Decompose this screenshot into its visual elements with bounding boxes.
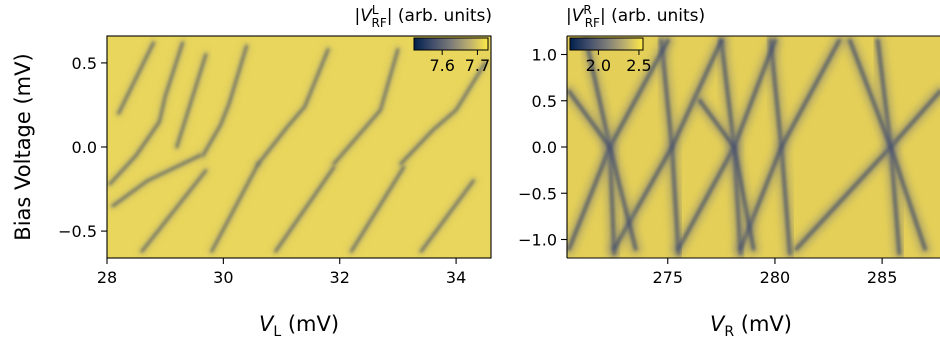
x-tick-label: 34 bbox=[446, 268, 466, 287]
left-heatmap-traces bbox=[107, 38, 490, 256]
left-colorbar bbox=[413, 37, 489, 51]
right-heatmap-traces bbox=[567, 36, 940, 258]
heatmap-trace-line bbox=[567, 89, 638, 251]
y-tick-label: −0.5 bbox=[518, 184, 557, 203]
y-tick-label: 0.5 bbox=[532, 92, 557, 111]
y-tick-label: 0.5 bbox=[72, 54, 97, 73]
heatmap-trace-line bbox=[210, 162, 260, 253]
heatmap-trace-line bbox=[201, 44, 248, 157]
heatmap-trace-line bbox=[697, 98, 756, 251]
right-colorbar bbox=[569, 37, 644, 51]
left-x-axis-label: VL (mV) bbox=[259, 312, 339, 340]
heatmap-trace-line bbox=[175, 53, 208, 149]
x-tick-label: 28 bbox=[97, 268, 117, 287]
left-y-axis-label: Bias Voltage (mV) bbox=[11, 53, 35, 240]
y-tick-label: 0.0 bbox=[532, 138, 557, 157]
colorbar-tick-label: 2.0 bbox=[586, 56, 611, 75]
right-colorbar-label: |VR RF| (arb. units) bbox=[566, 3, 705, 30]
heatmap-trace-line bbox=[848, 38, 927, 251]
heatmap-trace-line bbox=[350, 165, 405, 253]
y-tick-label: −1.0 bbox=[518, 231, 557, 250]
y-tick-label: 0.0 bbox=[72, 138, 97, 157]
left-colorbar-label: |VL RF| (arb. units) bbox=[354, 3, 492, 30]
heatmap-trace-line bbox=[738, 38, 842, 251]
right-colorbar-ticks: 2.0 2.5 bbox=[586, 50, 652, 75]
heatmap-trace-line bbox=[117, 41, 155, 115]
right-heatmap-panel: 275 280 285 1.0 0.5 0.0 −0.5 −1.0 2.0 2.5 |VR RF|… bbox=[518, 3, 940, 340]
heatmap-trace-line bbox=[419, 179, 475, 253]
heatmap-trace-line bbox=[257, 48, 330, 166]
left-colorbar-ticks: 7.6 7.7 bbox=[429, 50, 490, 75]
x-tick-label: 275 bbox=[652, 268, 683, 287]
x-tick-label: 30 bbox=[213, 268, 233, 287]
right-x-axis-label: VR (mV) bbox=[710, 312, 792, 340]
heatmap-trace-line bbox=[108, 41, 184, 186]
right-axis-ticks: 275 280 285 1.0 0.5 0.0 −0.5 −1.0 bbox=[518, 46, 897, 288]
heatmap-trace-line bbox=[140, 169, 208, 253]
left-axis-ticks: 28 30 32 34 0.5 0.0 −0.5 bbox=[58, 54, 466, 287]
heatmap-trace-line bbox=[111, 154, 202, 208]
x-tick-label: 280 bbox=[760, 268, 791, 287]
x-tick-label: 32 bbox=[330, 268, 350, 287]
colorbar-tick-label: 7.7 bbox=[465, 56, 490, 75]
x-tick-label: 285 bbox=[867, 268, 898, 287]
heatmap-trace-line bbox=[274, 165, 336, 253]
left-heatmap-panel: 28 30 32 34 0.5 0.0 −0.5 7.6 7.7 |VL RF| (arb. u… bbox=[11, 3, 492, 340]
colorbar-tick-label: 2.5 bbox=[626, 56, 651, 75]
y-tick-label: 1.0 bbox=[532, 46, 557, 65]
heatmap-trace-line bbox=[399, 61, 487, 166]
heatmap-trace-line bbox=[332, 48, 400, 166]
colorbar-tick-label: 7.6 bbox=[429, 56, 454, 75]
y-tick-label: −0.5 bbox=[58, 222, 97, 241]
